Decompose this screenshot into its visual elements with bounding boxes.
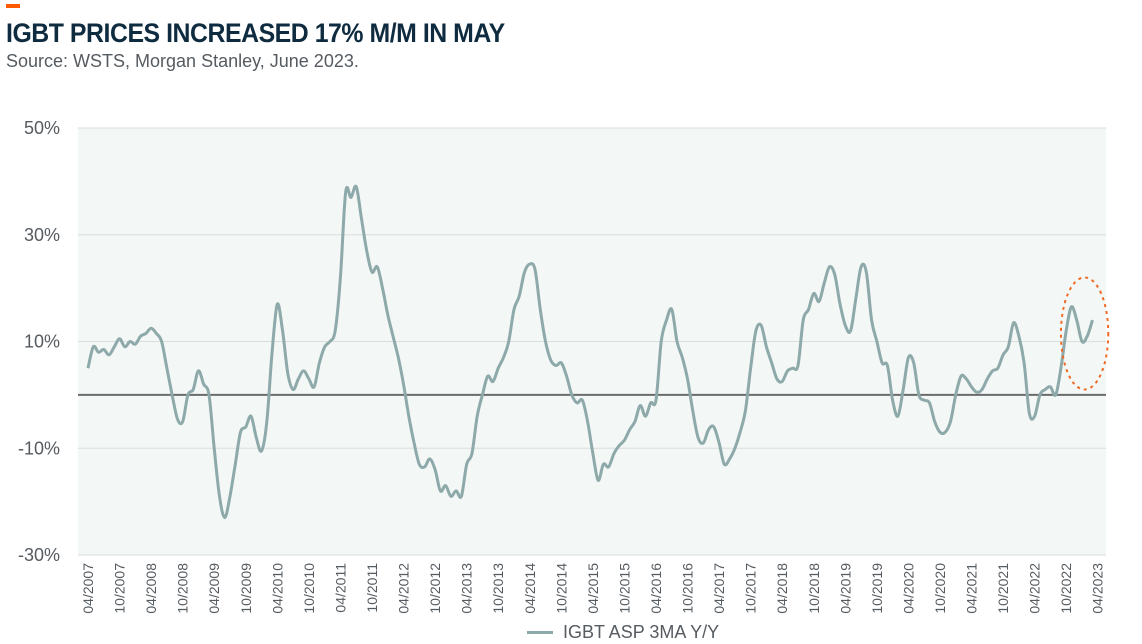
x-tick-label: 10/2013 [490,563,506,614]
x-tick-label: 04/2015 [585,563,601,614]
chart-title: IGBT PRICES INCREASED 17% M/M IN MAY [6,18,505,48]
x-tick-label: 04/2009 [206,563,222,614]
y-tick-label: 30% [24,225,60,245]
x-tick-label: 10/2015 [616,563,632,614]
x-tick-label: 10/2019 [869,563,885,614]
x-tick-label: 10/2020 [932,563,948,614]
x-tick-label: 10/2021 [995,563,1011,614]
grid-lines [78,127,1106,556]
x-tick-label: 10/2022 [1058,563,1074,614]
x-tick-label: 04/2020 [900,563,916,614]
x-tick-label: 10/2016 [680,563,696,614]
x-tick-label: 04/2017 [711,563,727,614]
x-tick-label: 04/2010 [269,563,285,614]
x-tick-label: 04/2018 [774,563,790,614]
x-tick-label: 10/2012 [427,563,443,614]
legend-label: IGBT ASP 3MA Y/Y [563,621,720,642]
x-tick-label: 04/2022 [1027,563,1043,614]
y-tick-label: 50% [24,118,60,138]
x-tick-label: 10/2010 [301,563,317,614]
series-group [86,184,1094,520]
x-tick-label: 04/2021 [964,563,980,614]
x-tick-label: 04/2013 [459,563,475,614]
x-tick-label: 04/2007 [80,563,96,614]
x-tick-label: 10/2008 [175,563,191,614]
accent-bar [6,4,20,8]
highlight-circle [1059,276,1110,391]
y-tick-label: 10% [24,332,60,352]
x-tick-label: 04/2023 [1090,563,1106,614]
x-tick-label: 04/2019 [837,563,853,614]
legend: IGBT ASP 3MA Y/Y [527,620,719,644]
x-tick-label: 04/2008 [143,563,159,614]
series-line-igbt-asp [86,184,1094,520]
x-tick-label: 04/2014 [522,563,538,614]
y-tick-label: -30% [18,545,60,565]
x-tick-label: 04/2012 [396,563,412,614]
chart-subtitle: Source: WSTS, Morgan Stanley, June 2023. [6,51,359,71]
y-axis-ticks: 50% 30% 10% -10% -30% [18,118,60,565]
x-tick-label: 10/2017 [743,563,759,614]
x-tick-label: 10/2014 [553,563,569,614]
x-tick-label: 10/2018 [806,563,822,614]
x-tick-label: 10/2011 [364,563,380,613]
x-axis-ticks: 04/2007 10/2007 04/2008 10/2008 04/2009 10/20… [80,563,1106,614]
x-tick-label: 10/2007 [112,563,128,614]
y-tick-label: -10% [18,438,60,458]
x-tick-label: 04/2016 [648,563,664,614]
x-tick-label: 10/2009 [238,563,254,614]
x-tick-label: 04/2011 [332,563,348,613]
legend-swatch [527,630,553,634]
